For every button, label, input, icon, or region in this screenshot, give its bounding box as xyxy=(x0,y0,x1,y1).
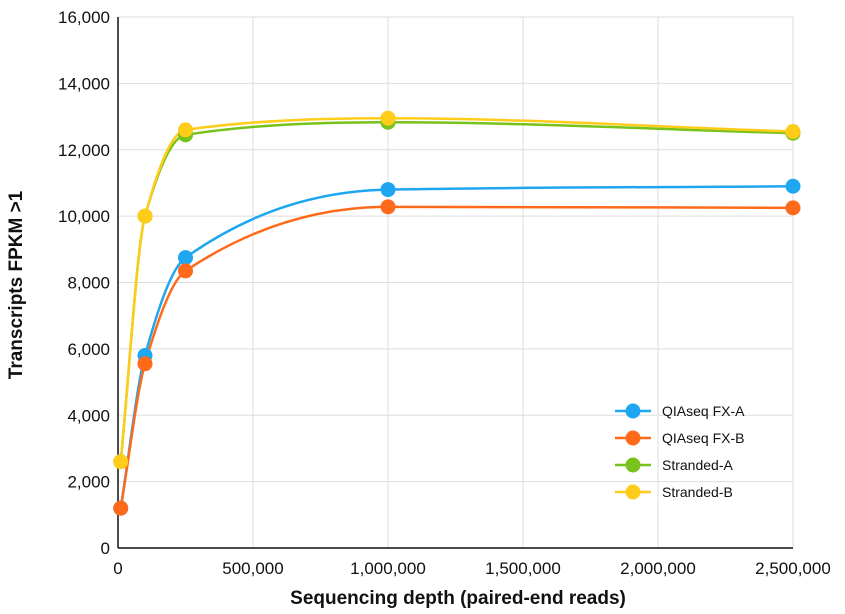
y-tick-label: 14,000 xyxy=(58,74,110,93)
y-tick-label: 0 xyxy=(101,539,110,558)
data-point xyxy=(380,110,396,126)
legend-item: QIAseq FX-A xyxy=(615,403,745,419)
legend: QIAseq FX-A QIAseq FX-B Stranded-A Stranded… xyxy=(615,403,745,500)
data-points xyxy=(113,110,801,516)
data-point xyxy=(380,199,396,215)
x-axis-title: Sequencing depth (paired-end reads) xyxy=(290,588,626,609)
legend-label: Stranded-B xyxy=(662,484,733,500)
axes: 0 2,000 4,000 6,000 8,000 10,000 12,000 14,000 1… xyxy=(58,8,831,578)
data-point xyxy=(113,500,129,516)
data-point xyxy=(380,182,396,198)
legend-label: QIAseq FX-A xyxy=(662,403,745,419)
series-lines xyxy=(119,116,794,509)
y-axis-title: Transcripts FPKM >1 xyxy=(6,190,27,379)
x-tick-label: 500,000 xyxy=(222,559,283,578)
series-line xyxy=(119,185,794,509)
x-tick-label: 1,500,000 xyxy=(485,559,561,578)
x-tick-label: 2,000,000 xyxy=(620,559,696,578)
data-point xyxy=(113,454,129,470)
legend-label: QIAseq FX-B xyxy=(662,430,744,446)
data-point xyxy=(178,263,193,279)
grid xyxy=(118,16,794,548)
data-point xyxy=(785,123,801,139)
y-tick-label: 4,000 xyxy=(67,406,110,425)
legend-marker xyxy=(625,430,641,446)
legend-item: QIAseq FX-B xyxy=(615,430,744,446)
data-point xyxy=(178,250,193,266)
data-point xyxy=(785,178,801,194)
y-tick-label: 2,000 xyxy=(67,473,110,492)
legend-marker xyxy=(625,403,641,419)
data-point xyxy=(137,208,153,224)
y-tick-label: 16,000 xyxy=(58,8,110,27)
x-tick-label: 0 xyxy=(113,559,122,578)
series-line xyxy=(119,116,794,462)
y-tick-label: 6,000 xyxy=(67,340,110,359)
x-tick-label: 1,000,000 xyxy=(350,559,426,578)
legend-item: Stranded-A xyxy=(615,457,733,473)
legend-marker xyxy=(625,484,641,500)
y-tick-label: 8,000 xyxy=(67,274,110,293)
data-point xyxy=(785,200,801,216)
data-point xyxy=(178,122,193,138)
legend-marker xyxy=(625,457,641,473)
x-tick-label: 2,500,000 xyxy=(755,559,831,578)
legend-item: Stranded-B xyxy=(615,484,733,500)
data-point xyxy=(137,356,153,372)
legend-label: Stranded-A xyxy=(662,457,733,473)
series-line xyxy=(119,205,794,509)
y-tick-label: 10,000 xyxy=(58,207,110,226)
y-tick-label: 12,000 xyxy=(58,141,110,160)
